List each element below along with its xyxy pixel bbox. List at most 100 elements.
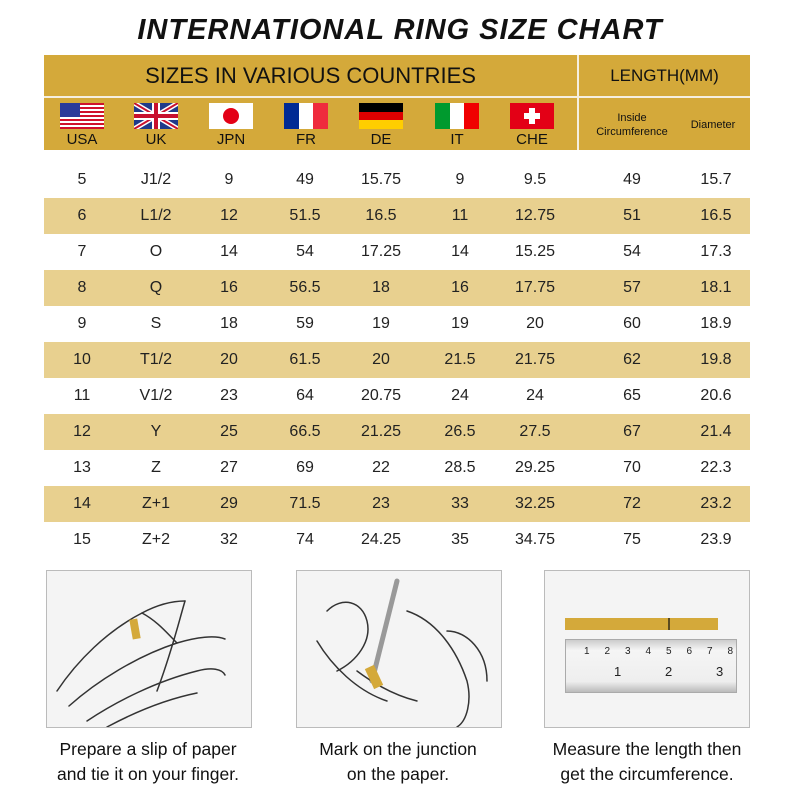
- cell-jpn: 14: [220, 243, 238, 260]
- cell-uk: Z+1: [141, 495, 170, 512]
- cell-che: 27.5: [519, 423, 551, 440]
- cell-che: 12.75: [514, 207, 556, 224]
- italy-flag-icon: [435, 103, 479, 129]
- cell-it: 24: [451, 387, 469, 404]
- cell-uk: Z+2: [141, 531, 170, 548]
- cell-usa: 14: [73, 495, 91, 512]
- cell-usa: 13: [73, 459, 91, 476]
- cell-che: 29.25: [514, 459, 556, 476]
- ruler-mark: 8: [727, 646, 734, 657]
- ruler-mark: 1: [584, 646, 590, 657]
- cell-inside-circumference: 51: [623, 207, 641, 224]
- ruler-mark: 3: [625, 646, 631, 657]
- ruler-mark: 5: [666, 646, 672, 657]
- cell-de: 19: [372, 315, 390, 332]
- cell-de: 20: [372, 351, 390, 368]
- cell-usa: 7: [77, 243, 87, 260]
- cell-fr: 66.5: [289, 423, 321, 440]
- cell-che: 17.75: [514, 279, 556, 296]
- caption-line: Measure the length then: [552, 739, 742, 759]
- cell-inside-circumference: 67: [623, 423, 641, 440]
- cell-it: 21.5: [444, 351, 476, 368]
- country-fr: FR: [296, 131, 316, 148]
- diameter-header: Diameter: [690, 119, 736, 131]
- cell-che: 32.25: [514, 495, 556, 512]
- cell-diameter: 16.5: [700, 207, 732, 224]
- cell-usa: 10: [73, 351, 91, 368]
- cell-jpn: 18: [220, 315, 238, 332]
- japan-flag-icon: [209, 103, 253, 129]
- sizes-header: SIZES IN VARIOUS COUNTRIES: [145, 63, 476, 88]
- cell-diameter: 18.1: [700, 279, 732, 296]
- usa-flag-icon: [60, 103, 104, 129]
- country-uk: UK: [145, 131, 167, 148]
- cell-diameter: 18.9: [700, 315, 732, 332]
- country-de: DE: [370, 131, 392, 148]
- cell-de: 24.25: [360, 531, 402, 548]
- cell-inside-circumference: 70: [623, 459, 641, 476]
- ruler-mark: 2: [665, 664, 673, 679]
- inside-label: Inside: [617, 112, 647, 124]
- cell-jpn: 23: [220, 387, 238, 404]
- switzerland-flag-icon: [510, 103, 554, 129]
- country-che: CHE: [516, 131, 548, 148]
- ruler-mark: 7: [707, 646, 713, 657]
- cell-usa: 15: [73, 531, 91, 548]
- cell-uk: T1/2: [139, 351, 172, 368]
- cell-uk: O: [149, 243, 163, 260]
- cell-jpn: 25: [220, 423, 238, 440]
- table-row: 6 L1/2 12 51.5 16.5 11 12.75 51 16.5: [44, 198, 750, 234]
- circumference-label: Circumference: [596, 126, 668, 138]
- cell-fr: 69: [296, 459, 314, 476]
- cell-it: 19: [451, 315, 469, 332]
- caption-line: and tie it on your finger.: [57, 764, 239, 784]
- cell-it: 28.5: [444, 459, 476, 476]
- step1-illustration: [46, 570, 252, 728]
- caption-line: get the circumference.: [560, 764, 734, 784]
- cell-de: 16.5: [365, 207, 397, 224]
- table-row: 10 T1/2 20 61.5 20 21.5 21.75 62 19.8: [44, 342, 750, 378]
- ruler-mark: 6: [686, 646, 693, 657]
- divider: [44, 96, 750, 98]
- table-row: 14 Z+1 29 71.5 23 33 32.25 72 23.2: [44, 486, 750, 522]
- country-jpn: JPN: [216, 131, 246, 148]
- cell-it: 33: [451, 495, 469, 512]
- cell-inside-circumference: 75: [623, 531, 641, 548]
- cell-uk: V1/2: [139, 387, 173, 404]
- cell-fr: 54: [296, 243, 314, 260]
- cell-diameter: 23.2: [700, 495, 732, 512]
- ruler-mark: 3: [716, 664, 724, 679]
- cell-usa: 11: [73, 387, 91, 404]
- cell-it: 26.5: [444, 423, 476, 440]
- caption-line: Prepare a slip of paper: [59, 739, 237, 759]
- cell-che: 24: [526, 387, 544, 404]
- cell-fr: 61.5: [289, 351, 321, 368]
- divider: [577, 55, 579, 150]
- cell-jpn: 32: [220, 531, 238, 548]
- cell-jpn: 16: [220, 279, 238, 296]
- cell-inside-circumference: 65: [623, 387, 641, 404]
- inside-circumference-header: Inside Circumference: [582, 111, 682, 139]
- country-it: IT: [450, 131, 464, 148]
- cell-de: 22: [372, 459, 390, 476]
- step3-caption: Measure the length then get the circumfer…: [522, 737, 772, 787]
- cell-it: 9: [455, 171, 465, 188]
- length-header: LENGTH(MM): [610, 66, 719, 85]
- cell-diameter: 15.7: [700, 171, 732, 188]
- cell-de: 15.75: [360, 171, 402, 188]
- cell-diameter: 17.3: [700, 243, 732, 260]
- cell-usa: 6: [77, 207, 87, 224]
- cell-fr: 49: [296, 171, 314, 188]
- table-row: 15 Z+2 32 74 24.25 35 34.75 75 23.9: [44, 522, 750, 558]
- cell-de: 17.25: [360, 243, 402, 260]
- cell-usa: 9: [77, 315, 87, 332]
- cell-fr: 51.5: [289, 207, 321, 224]
- cell-uk: Z: [151, 459, 161, 476]
- cell-che: 15.25: [514, 243, 556, 260]
- cell-usa: 5: [77, 171, 87, 188]
- cell-jpn: 20: [220, 351, 238, 368]
- table-row: 7 O 14 54 17.25 14 15.25 54 17.3: [44, 234, 750, 270]
- ruler-mark: 2: [604, 646, 611, 657]
- table-row: 8 Q 16 56.5 18 16 17.75 57 18.1: [44, 270, 750, 306]
